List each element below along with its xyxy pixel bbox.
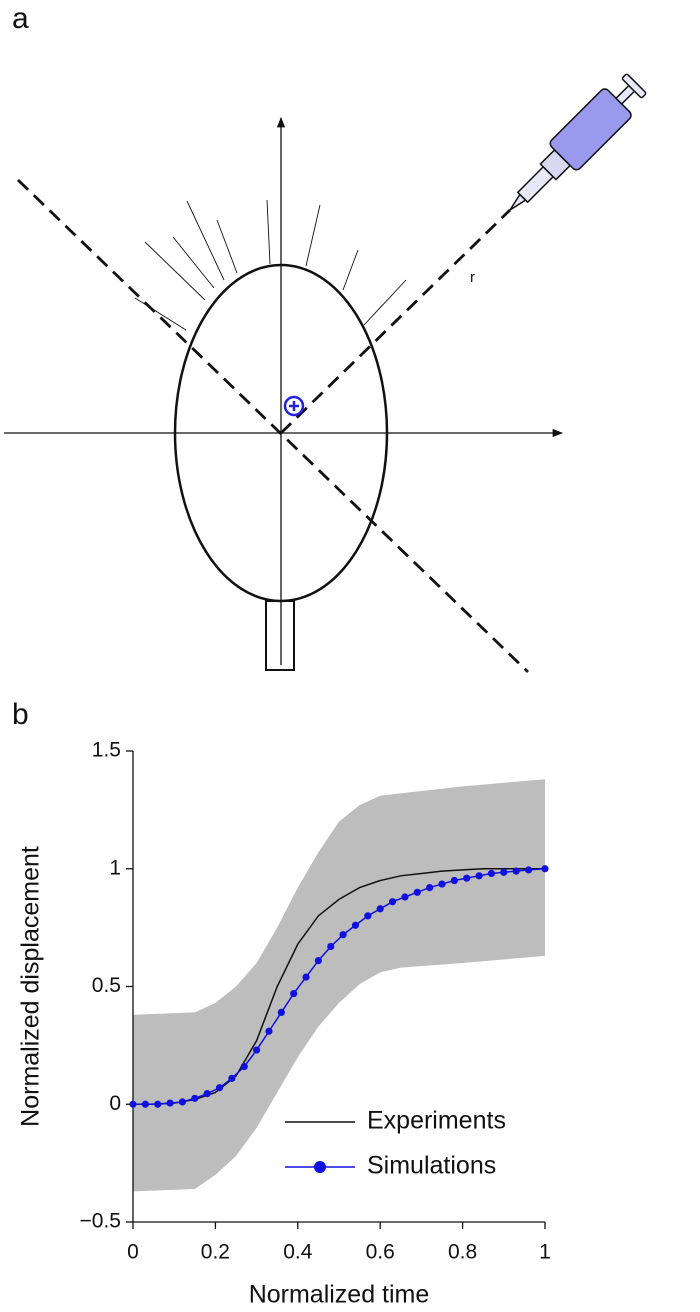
panel-label: a — [12, 2, 29, 35]
y-tick-label: 0.5 — [92, 974, 121, 997]
point — [240, 1062, 248, 1071]
chart: −0.5 0 0.5 1 1.5 0 0.2 0.4 0.6 0.8 1 Normalized tim… — [17, 739, 551, 1309]
point — [302, 973, 310, 981]
point — [426, 883, 434, 892]
point — [265, 1027, 273, 1035]
point — [376, 905, 384, 913]
diagram — [4, 73, 647, 674]
legend-label: Experiments — [367, 1107, 506, 1135]
radius-label: r — [470, 269, 475, 286]
x-tick-label: 0.4 — [283, 1241, 313, 1264]
point — [215, 1084, 224, 1092]
point — [364, 912, 372, 920]
series-line — [132, 868, 545, 1105]
point — [166, 1099, 174, 1107]
legend-marker — [314, 1161, 326, 1173]
point — [277, 1008, 285, 1017]
point — [154, 1100, 162, 1108]
panel-label: b — [12, 698, 29, 731]
y-tick-label: −0.5 — [80, 1210, 121, 1233]
point — [327, 942, 335, 951]
point — [129, 1100, 137, 1108]
x-tick-label: 0.2 — [201, 1241, 230, 1264]
y-axis-title: Normalized displacement — [17, 846, 45, 1127]
point — [339, 931, 347, 939]
x-tick-label: 0.8 — [448, 1241, 477, 1264]
y-tick-label: 1.5 — [92, 739, 121, 762]
point — [450, 876, 458, 885]
point — [191, 1094, 199, 1102]
point — [351, 921, 360, 929]
point — [438, 880, 446, 888]
point — [203, 1090, 211, 1098]
legend-label: Simulations — [367, 1152, 496, 1180]
y-tick-label: 1 — [109, 856, 121, 879]
x-tick-label: 0 — [127, 1241, 139, 1264]
point — [475, 872, 483, 880]
point — [228, 1074, 236, 1082]
point — [314, 956, 322, 965]
x-axis-title: Normalized time — [249, 1281, 430, 1309]
point — [487, 869, 496, 878]
point — [541, 865, 549, 873]
point — [463, 874, 471, 882]
point — [524, 866, 533, 874]
point — [512, 867, 520, 875]
y-tick-label: 0 — [109, 1092, 121, 1115]
point — [290, 989, 298, 998]
series-line — [133, 868, 546, 1105]
point — [401, 893, 409, 901]
point — [413, 888, 421, 896]
point — [178, 1098, 187, 1106]
point — [253, 1046, 261, 1054]
x-tick-label: 0.6 — [366, 1241, 395, 1264]
x-tick-label: 1 — [539, 1241, 551, 1264]
point — [388, 898, 397, 906]
point — [500, 868, 508, 876]
point — [141, 1100, 149, 1108]
